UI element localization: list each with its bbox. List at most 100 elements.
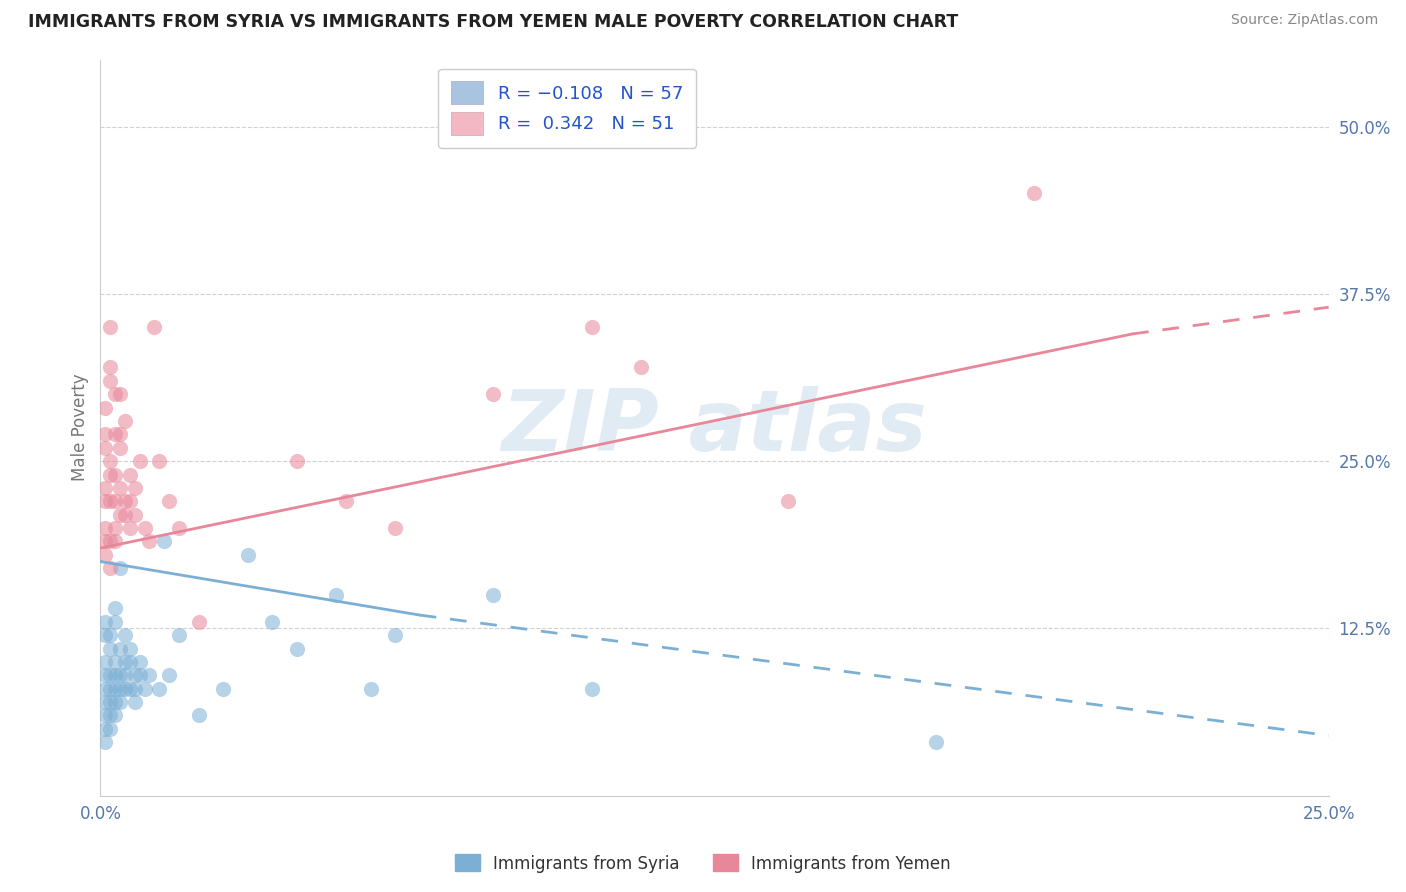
- Point: [94, 722, 117, 736]
- Point: [98, 681, 121, 696]
- Point: [187, 615, 209, 629]
- Point: [108, 387, 131, 401]
- Point: [384, 628, 406, 642]
- Point: [384, 521, 406, 535]
- Point: [167, 628, 190, 642]
- Point: [94, 548, 117, 562]
- Point: [108, 695, 131, 709]
- Point: [482, 588, 505, 602]
- Point: [143, 320, 166, 334]
- Point: [138, 534, 160, 549]
- Point: [153, 534, 176, 549]
- Point: [630, 360, 652, 375]
- Point: [148, 454, 170, 468]
- Point: [114, 414, 136, 428]
- Point: [124, 481, 146, 495]
- Point: [581, 681, 603, 696]
- Point: [94, 534, 117, 549]
- Point: [108, 508, 131, 522]
- Point: [128, 655, 150, 669]
- Point: [108, 681, 131, 696]
- Point: [94, 494, 117, 508]
- Point: [114, 681, 136, 696]
- Point: [104, 601, 127, 615]
- Point: [148, 681, 170, 696]
- Point: [94, 628, 117, 642]
- Point: [98, 320, 121, 334]
- Point: [94, 681, 117, 696]
- Point: [108, 561, 131, 575]
- Point: [134, 681, 156, 696]
- Point: [114, 628, 136, 642]
- Point: [104, 387, 127, 401]
- Point: [98, 695, 121, 709]
- Point: [167, 521, 190, 535]
- Point: [94, 615, 117, 629]
- Point: [187, 708, 209, 723]
- Point: [104, 521, 127, 535]
- Text: IMMIGRANTS FROM SYRIA VS IMMIGRANTS FROM YEMEN MALE POVERTY CORRELATION CHART: IMMIGRANTS FROM SYRIA VS IMMIGRANTS FROM…: [28, 13, 959, 31]
- Point: [104, 695, 127, 709]
- Point: [104, 681, 127, 696]
- Point: [94, 521, 117, 535]
- Point: [108, 668, 131, 682]
- Point: [118, 494, 141, 508]
- Point: [104, 467, 127, 482]
- Point: [98, 708, 121, 723]
- Point: [581, 320, 603, 334]
- Point: [360, 681, 382, 696]
- Point: [94, 427, 117, 442]
- Point: [108, 641, 131, 656]
- Point: [285, 454, 308, 468]
- Point: [94, 695, 117, 709]
- Point: [118, 681, 141, 696]
- Point: [104, 708, 127, 723]
- Point: [98, 467, 121, 482]
- Point: [104, 494, 127, 508]
- Point: [104, 668, 127, 682]
- Point: [262, 615, 284, 629]
- Point: [325, 588, 347, 602]
- Point: [94, 735, 117, 749]
- Point: [98, 722, 121, 736]
- Point: [134, 521, 156, 535]
- Point: [924, 735, 946, 749]
- Point: [98, 454, 121, 468]
- Point: [114, 668, 136, 682]
- Point: [212, 681, 235, 696]
- Point: [98, 360, 121, 375]
- Point: [114, 655, 136, 669]
- Point: [94, 708, 117, 723]
- Point: [94, 668, 117, 682]
- Point: [94, 401, 117, 415]
- Point: [114, 508, 136, 522]
- Point: [124, 668, 146, 682]
- Point: [157, 494, 180, 508]
- Point: [124, 695, 146, 709]
- Point: [114, 494, 136, 508]
- Text: ZIP atlas: ZIP atlas: [502, 386, 928, 469]
- Point: [108, 427, 131, 442]
- Point: [285, 641, 308, 656]
- Point: [98, 668, 121, 682]
- Y-axis label: Male Poverty: Male Poverty: [72, 374, 89, 482]
- Point: [104, 427, 127, 442]
- Point: [98, 628, 121, 642]
- Point: [482, 387, 505, 401]
- Legend: Immigrants from Syria, Immigrants from Yemen: Immigrants from Syria, Immigrants from Y…: [449, 847, 957, 880]
- Point: [118, 655, 141, 669]
- Point: [118, 467, 141, 482]
- Point: [124, 508, 146, 522]
- Point: [98, 534, 121, 549]
- Point: [118, 641, 141, 656]
- Point: [104, 655, 127, 669]
- Point: [98, 641, 121, 656]
- Point: [108, 481, 131, 495]
- Point: [138, 668, 160, 682]
- Point: [98, 494, 121, 508]
- Point: [124, 681, 146, 696]
- Point: [335, 494, 357, 508]
- Point: [118, 521, 141, 535]
- Point: [98, 374, 121, 388]
- Point: [128, 454, 150, 468]
